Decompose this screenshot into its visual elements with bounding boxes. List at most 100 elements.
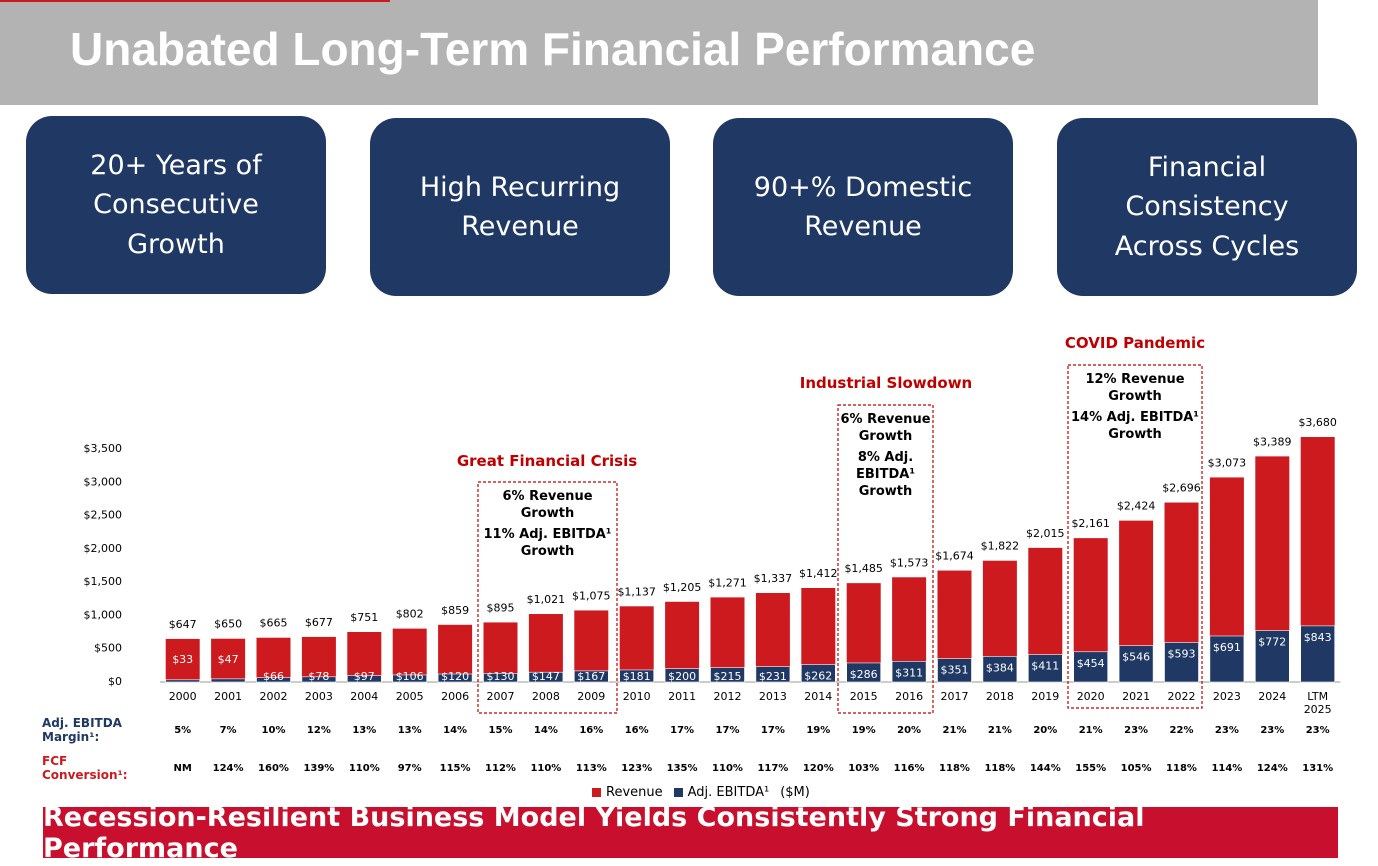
row-value: 120% — [802, 763, 834, 774]
ebitda-label: $97 — [354, 670, 375, 683]
ebitda-bar — [301, 676, 337, 683]
ebitda-bar — [1028, 654, 1063, 683]
footer-banner: Recession-Resilient Business Model Yield… — [43, 802, 1338, 864]
ebitda-label: $78 — [308, 670, 329, 683]
revenue-bar — [528, 614, 563, 682]
ebitda-bar — [846, 662, 882, 683]
x-tick-label: 2013 — [758, 690, 787, 703]
x-tick-label: 2010 — [622, 690, 651, 703]
revenue-bar — [483, 622, 518, 682]
revenue-label: $2,015 — [1026, 527, 1065, 540]
row-value: 15% — [488, 725, 513, 736]
row-value: 5% — [174, 725, 192, 736]
annotation-line: 8% Adj. EBITDA¹ Growth — [855, 450, 916, 499]
row-value: 131% — [1302, 763, 1334, 774]
ebitda-bar — [664, 668, 700, 683]
ebitda-label: $546 — [1122, 651, 1150, 664]
row-value: 23% — [1260, 725, 1285, 736]
annotation-title: Great Financial Crisis — [456, 452, 638, 470]
x-tick-label: 2011 — [668, 690, 697, 703]
y-tick-label: $0 — [108, 675, 122, 688]
highlight-box: 90+% Domestic Revenue — [713, 118, 1013, 296]
legend-swatch — [673, 788, 683, 797]
row-value: 118% — [1166, 763, 1197, 774]
row-value: 124% — [1256, 763, 1288, 774]
row-value: 135% — [666, 763, 698, 774]
revenue-label: $1,205 — [663, 581, 702, 594]
ebitda-bar — [800, 664, 836, 683]
row-value: 103% — [848, 763, 880, 774]
ebitda-label: $66 — [263, 670, 284, 683]
x-tick-label: 2002 — [259, 690, 288, 703]
ebitda-bar — [1209, 635, 1245, 683]
ebitda-label: $120 — [441, 670, 469, 683]
x-tick-label: 2009 — [577, 690, 606, 703]
annotation-line: 14% Adj. EBITDA¹ Growth — [1071, 410, 1199, 442]
ebitda-label: $411 — [1031, 660, 1059, 673]
ebitda-label: $200 — [668, 670, 696, 683]
ebitda-bar — [256, 677, 291, 683]
row-value: 144% — [1029, 763, 1061, 774]
y-tick-label: $500 — [94, 642, 122, 655]
annotation-line: 12% Revenue Growth — [1085, 372, 1185, 404]
ebitda-label: $231 — [759, 670, 787, 683]
row-value: 17% — [715, 725, 740, 736]
ebitda-bar — [619, 669, 655, 683]
row-value: 110% — [530, 763, 562, 774]
revenue-bar — [301, 636, 336, 682]
revenue-label: $1,021 — [527, 593, 566, 606]
row-value: 113% — [575, 763, 607, 774]
row-value: 118% — [984, 763, 1016, 774]
row-value: 155% — [1075, 763, 1107, 774]
ebitda-bar — [1118, 645, 1154, 683]
highlight-box: Financial Consistency Across Cycles — [1057, 118, 1357, 296]
row-value: 13% — [397, 725, 422, 736]
row-value: 97% — [397, 763, 422, 774]
highlight-box: 20+ Years of Consecutive Growth — [26, 116, 326, 294]
revenue-label: $802 — [396, 608, 424, 621]
x-tick-label: 2003 — [304, 690, 333, 703]
row-value: 14% — [533, 725, 558, 736]
row-value: 110% — [348, 763, 380, 774]
annotation-line: 11% Adj. EBITDA¹ Growth — [483, 527, 612, 559]
ebitda-bar — [891, 660, 927, 683]
row-value: 139% — [303, 763, 335, 774]
row-value: 16% — [624, 725, 649, 736]
x-tick-label: LTM 2025 — [1303, 690, 1332, 716]
row-value: 14% — [443, 725, 468, 736]
revenue-bar — [574, 610, 609, 682]
ebitda-bar — [1300, 625, 1335, 683]
legend-swatch — [592, 788, 601, 797]
ebitda-label: $454 — [1077, 657, 1105, 670]
y-tick-label: $3,500 — [84, 442, 123, 455]
row-value: 114% — [1211, 763, 1243, 774]
revenue-bar — [256, 637, 291, 682]
ebitda-label: $843 — [1304, 631, 1332, 644]
ebitda-label: $167 — [577, 670, 605, 683]
revenue-label: $1,075 — [572, 589, 611, 602]
row-value: 117% — [757, 763, 789, 774]
row-value: 118% — [939, 763, 970, 774]
ebitda-label: $351 — [941, 664, 969, 677]
annotation-line: 6% Revenue Growth — [840, 412, 931, 444]
row-value: 123% — [621, 763, 653, 774]
ebitda-label: $286 — [850, 668, 878, 681]
row-value: 23% — [1124, 725, 1149, 736]
revenue-label: $3,073 — [1208, 456, 1247, 469]
revenue-label: $2,696 — [1162, 482, 1201, 495]
x-tick-label: 2022 — [1167, 690, 1196, 703]
revenue-label: $1,337 — [754, 572, 793, 585]
accent-line — [0, 0, 390, 2]
row-value: 124% — [212, 763, 244, 774]
revenue-label: $1,137 — [617, 585, 656, 598]
revenue-label: $1,573 — [890, 556, 929, 569]
unit-label: ($M) — [780, 785, 810, 800]
revenue-label: $647 — [169, 618, 197, 631]
highlight-box: High Recurring Revenue — [370, 118, 670, 296]
row-value: 10% — [261, 725, 286, 736]
ebitda-bar — [982, 656, 1018, 683]
annotation-title: COVID Pandemic — [1064, 334, 1206, 352]
ebitda-bar — [937, 658, 972, 683]
x-tick-label: 2000 — [168, 690, 197, 703]
